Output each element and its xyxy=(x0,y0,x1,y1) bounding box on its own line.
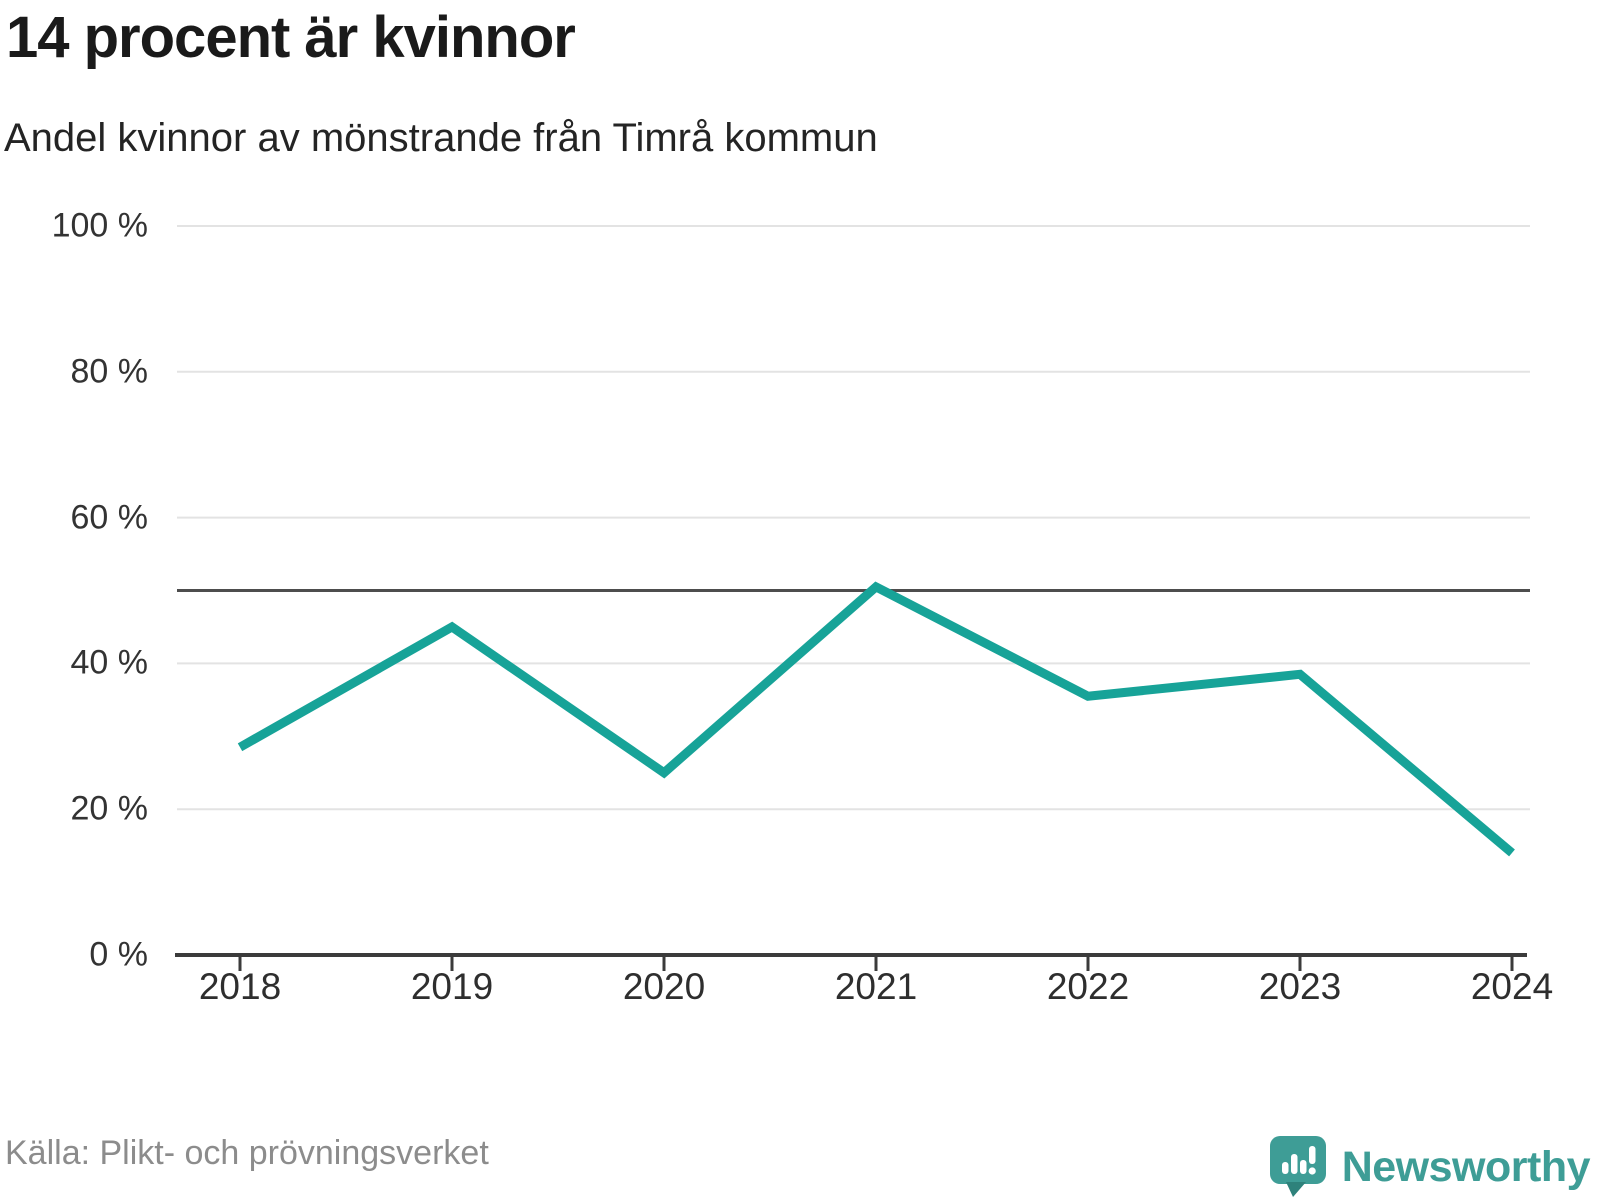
y-tick-label-0: 0 % xyxy=(89,935,148,974)
y-tick-label-20: 20 % xyxy=(70,789,149,828)
brand-name: Newsworthy xyxy=(1341,1142,1591,1191)
newsworthy-speech-bubble-chart-icon xyxy=(1269,1136,1326,1197)
chart-subtitle: Andel kvinnor av mönstrande från Timrå k… xyxy=(4,116,878,160)
source-note: Källa: Plikt- och prövningsverket xyxy=(5,1134,489,1172)
y-tick-label-40: 40 % xyxy=(70,643,149,682)
y-tick-label-80: 80 % xyxy=(70,352,149,391)
y-tick-label-60: 60 % xyxy=(70,498,149,537)
x-tick-label-2019: 2019 xyxy=(410,966,494,1007)
y-tick-label-100: 100 % xyxy=(51,206,148,245)
x-tick-label-2022: 2022 xyxy=(1046,966,1130,1007)
x-tick-label-2020: 2020 xyxy=(622,966,706,1007)
chart-title: 14 procent är kvinnor xyxy=(6,5,576,70)
x-tick-label-2024: 2024 xyxy=(1470,966,1554,1007)
data-line xyxy=(237,581,1515,857)
x-tick-label-2023: 2023 xyxy=(1258,966,1342,1007)
brand-footer: Newsworthy xyxy=(1269,1136,1591,1198)
x-tick-label-2021: 2021 xyxy=(834,966,918,1007)
x-tick-label-2018: 2018 xyxy=(198,966,282,1007)
